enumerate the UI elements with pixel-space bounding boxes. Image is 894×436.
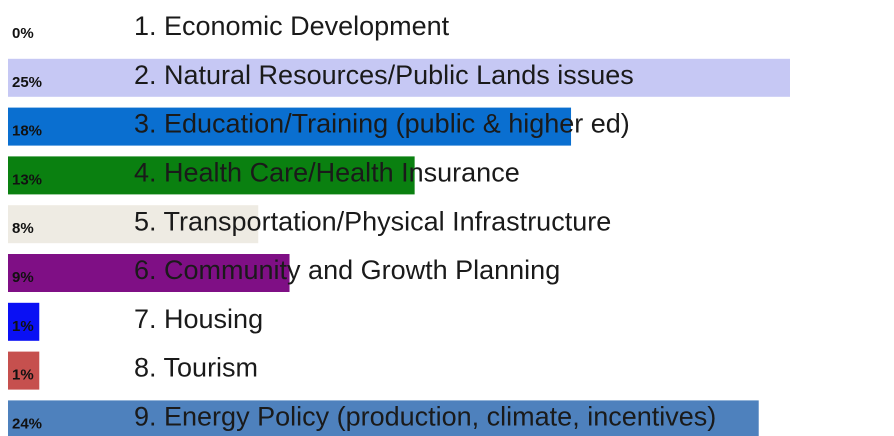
value-label: 24%: [12, 415, 42, 432]
bar: [8, 254, 290, 292]
category-label: 9. Energy Policy (production, climate, i…: [134, 402, 716, 432]
value-label: 8%: [12, 220, 34, 237]
bar: [8, 58, 790, 97]
category-label: 3. Education/Training (public & higher e…: [134, 109, 630, 139]
value-label: 25%: [12, 74, 42, 91]
bar: [8, 302, 40, 341]
category-label: 2. Natural Resources/Public Lands issues: [134, 60, 634, 90]
value-label: 0%: [12, 25, 34, 42]
category-label: 4. Health Care/Health Insurance: [134, 158, 520, 188]
category-label: 1. Economic Development: [134, 11, 450, 41]
bar: [8, 400, 759, 436]
bar: [8, 156, 415, 195]
category-label: 5. Transportation/Physical Infrastructur…: [134, 206, 611, 236]
value-label: 18%: [12, 123, 42, 140]
value-label: 9%: [12, 269, 34, 286]
value-label: 1%: [12, 367, 34, 384]
bar: [8, 205, 259, 244]
value-label: 1%: [12, 318, 34, 335]
category-label: 7. Housing: [134, 304, 263, 334]
bar: [8, 107, 572, 146]
value-label: 13%: [12, 171, 42, 188]
category-label: 6. Community and Growth Planning: [134, 255, 560, 285]
bar: [8, 351, 40, 390]
category-label: 8. Tourism: [134, 353, 258, 383]
